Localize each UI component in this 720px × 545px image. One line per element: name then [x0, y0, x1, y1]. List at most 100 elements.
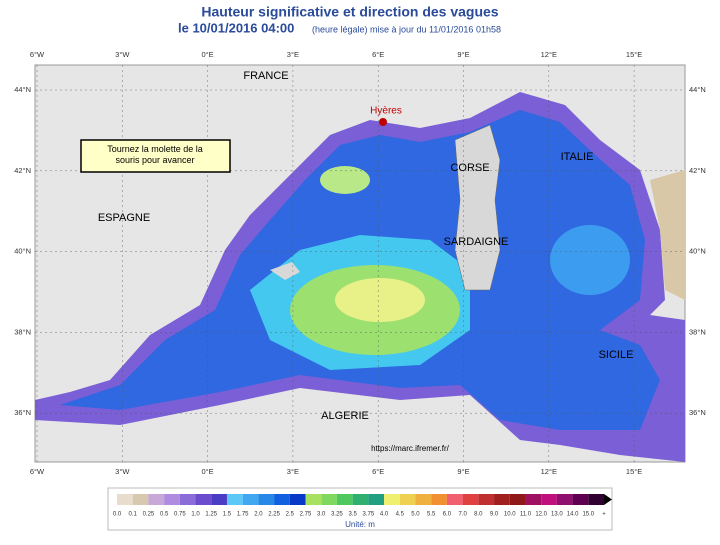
legend-label: 0.0	[113, 512, 122, 518]
title: Hauteur significative et direction des v…	[201, 4, 498, 20]
note-line: souris pour avancer	[115, 155, 194, 165]
lat-label: 36°N	[689, 408, 706, 417]
lon-label: 9°E	[457, 467, 469, 476]
legend-label: 3.25	[331, 512, 343, 518]
legend-swatch	[336, 494, 353, 505]
lat-label: 44°N	[689, 85, 706, 94]
legend-swatch	[179, 494, 196, 505]
legend-swatch	[117, 494, 133, 505]
legend-label: 1.5	[223, 512, 232, 518]
legend-label: 1.75	[237, 512, 249, 518]
lat-label: 44°N	[14, 85, 31, 94]
place-label: ESPAGNE	[98, 212, 150, 224]
wave-green-n	[320, 166, 370, 194]
lon-label: 3°W	[115, 467, 130, 476]
balearic	[270, 262, 300, 280]
wave-tyrrh	[550, 225, 630, 295]
legend-label: 1.0	[191, 512, 200, 518]
legend-swatch	[211, 494, 227, 505]
place-label: SARDAIGNE	[444, 236, 509, 248]
place-label: Hyères	[370, 106, 402, 117]
legend-swatch	[226, 494, 243, 505]
note-box	[80, 139, 231, 173]
legend-label: 2.0	[254, 512, 263, 518]
legend-swatch	[415, 494, 432, 505]
hyeres-marker	[379, 118, 387, 126]
legend-swatch	[462, 494, 479, 505]
legend-swatch	[321, 494, 337, 505]
legend-label: 3.75	[363, 512, 375, 518]
lon-label: 6°E	[372, 467, 384, 476]
source-link[interactable]: https://marc.ifremer.fr/	[371, 444, 450, 453]
map: FRANCE Hyères CORSE ITALIE ESPAGNE SARDA…	[34, 64, 686, 463]
legend-label: 9.0	[490, 512, 499, 518]
legend-swatch	[195, 494, 212, 505]
legend-swatch	[132, 494, 149, 505]
legend: 0.0 0.1 0.25 0.5 0.75 1.0 1.25 1.5 1.75 2.0 2.25 2.…	[107, 487, 613, 531]
italy	[650, 170, 685, 300]
legend-label: 14.0	[567, 512, 579, 518]
legend-label: 11.0	[520, 512, 532, 518]
lon-label: 6°E	[372, 50, 384, 59]
legend-swatch	[588, 494, 604, 505]
legend-label: 13.0	[551, 512, 563, 518]
legend-label: 0.25	[143, 512, 155, 518]
legend-label: 3.5	[348, 512, 357, 518]
update: (heure légale) mise à jour du 11/01/2016…	[312, 24, 501, 34]
legend-label: 15.0	[582, 512, 594, 518]
legend-swatch	[509, 494, 526, 505]
legend-swatch	[525, 494, 542, 505]
legend-swatch	[242, 494, 259, 505]
legend-swatch	[305, 494, 322, 505]
wave-yellow	[335, 278, 425, 322]
legend-swatch	[399, 494, 416, 505]
date: le 10/01/2016 04:00	[178, 20, 294, 35]
place-label: SICILE	[599, 349, 634, 361]
legend-arrow	[604, 494, 612, 505]
lon-label: 12°E	[541, 467, 557, 476]
legend-label: 0.1	[129, 512, 138, 518]
place-label: FRANCE	[243, 70, 288, 82]
note: Tournez la molette de la souris pour avan…	[107, 144, 203, 165]
lat-label: 40°N	[14, 247, 31, 256]
legend-label: +	[602, 512, 606, 518]
lon-label: 12°E	[541, 50, 557, 59]
lon-label: 15°E	[626, 467, 642, 476]
legend-label: 6.0	[443, 512, 452, 518]
legend-swatch	[352, 494, 369, 505]
legend-label: 2.25	[268, 512, 280, 518]
lon-label: 3°W	[115, 50, 130, 59]
lon-label: 3°E	[287, 50, 299, 59]
lat-label: 40°N	[689, 247, 706, 256]
place-label: CORSE	[450, 162, 489, 174]
note-line: Tournez la molette de la	[107, 144, 203, 154]
legend-swatch	[431, 494, 447, 505]
lat-label: 38°N	[14, 327, 31, 336]
legend-swatch	[556, 494, 573, 505]
lon-label: 9°E	[457, 50, 469, 59]
legend-label: 5.5	[427, 512, 436, 518]
legend-swatch	[289, 494, 306, 505]
lon-label: 15°E	[626, 50, 642, 59]
legend-swatch	[148, 494, 165, 505]
legend-swatch	[478, 494, 495, 505]
lat-label: 42°N	[14, 166, 31, 175]
legend-label: 12.0	[535, 512, 547, 518]
legend-label: 10.0	[504, 512, 516, 518]
corsica-sardinia	[454, 124, 501, 291]
legend-label: 2.5	[286, 512, 295, 518]
legend-label: 8.0	[474, 512, 483, 518]
place-label: ALGERIE	[321, 410, 369, 422]
legend-label: 4.0	[380, 512, 389, 518]
legend-swatch	[258, 494, 275, 505]
lon-label: 0°E	[202, 50, 214, 59]
legend-label: 1.25	[205, 512, 217, 518]
legend-swatch	[494, 494, 510, 505]
legend-swatch	[164, 494, 180, 505]
legend-label: 3.0	[317, 512, 326, 518]
legend-label: 7.0	[458, 512, 467, 518]
lat-label: 38°N	[689, 327, 706, 336]
legend-label: 0.5	[160, 512, 169, 518]
